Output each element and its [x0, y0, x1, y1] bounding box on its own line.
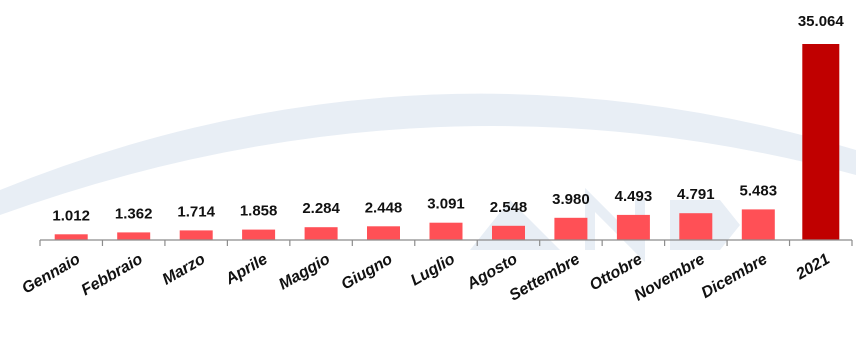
bar-gennaio: [54, 234, 88, 240]
data-label: 1.858: [240, 203, 278, 220]
data-label: 2.448: [365, 199, 403, 216]
data-label: 4.791: [677, 186, 715, 203]
x-tick-label: 2021: [793, 251, 833, 284]
data-label: 1.714: [177, 203, 215, 220]
bar-novembre: [679, 213, 713, 240]
bar-settembre: [554, 217, 588, 240]
data-label: 4.493: [615, 188, 653, 205]
watermark-logo: [0, 93, 856, 263]
x-tick-label: Luglio: [408, 251, 458, 290]
value-labels: 1.012 1.362 1.714 1.858 2.284 2.448 3.091 2.548…: [52, 13, 844, 224]
bar-aprile: [242, 229, 276, 240]
x-tick-label: Aprile: [222, 251, 271, 289]
bar-luglio: [429, 222, 463, 240]
data-label: 3.980: [552, 191, 590, 208]
bar-ottobre: [616, 214, 650, 240]
bar-marzo: [179, 230, 213, 240]
data-label: 3.091: [427, 196, 465, 213]
bar-dicembre: [741, 209, 775, 240]
bar-maggio: [304, 227, 338, 240]
bar-febbraio: [117, 232, 151, 240]
data-label: 1.012: [52, 207, 90, 224]
x-tick-label: Giugno: [339, 251, 396, 294]
bar-giugno: [367, 226, 400, 240]
bar-2021: [802, 44, 840, 240]
data-label: 35.064: [798, 13, 845, 30]
x-tick-label: Maggio: [276, 251, 333, 294]
data-label: 2.548: [490, 199, 528, 216]
x-axis: [39, 239, 853, 246]
x-tick-label: Marzo: [160, 251, 209, 289]
bar-agosto: [492, 225, 525, 240]
data-label: 5.483: [740, 182, 778, 199]
x-tick-label: Settembre: [507, 251, 583, 305]
data-label: 1.362: [115, 205, 153, 222]
x-tick-label: Gennaio: [19, 251, 83, 298]
watermark-arc: [0, 93, 856, 215]
data-label: 2.284: [302, 200, 340, 217]
bar-series: [54, 44, 840, 240]
x-tick-label: Dicembre: [699, 251, 771, 302]
x-tick-label: Febbraio: [79, 251, 146, 300]
